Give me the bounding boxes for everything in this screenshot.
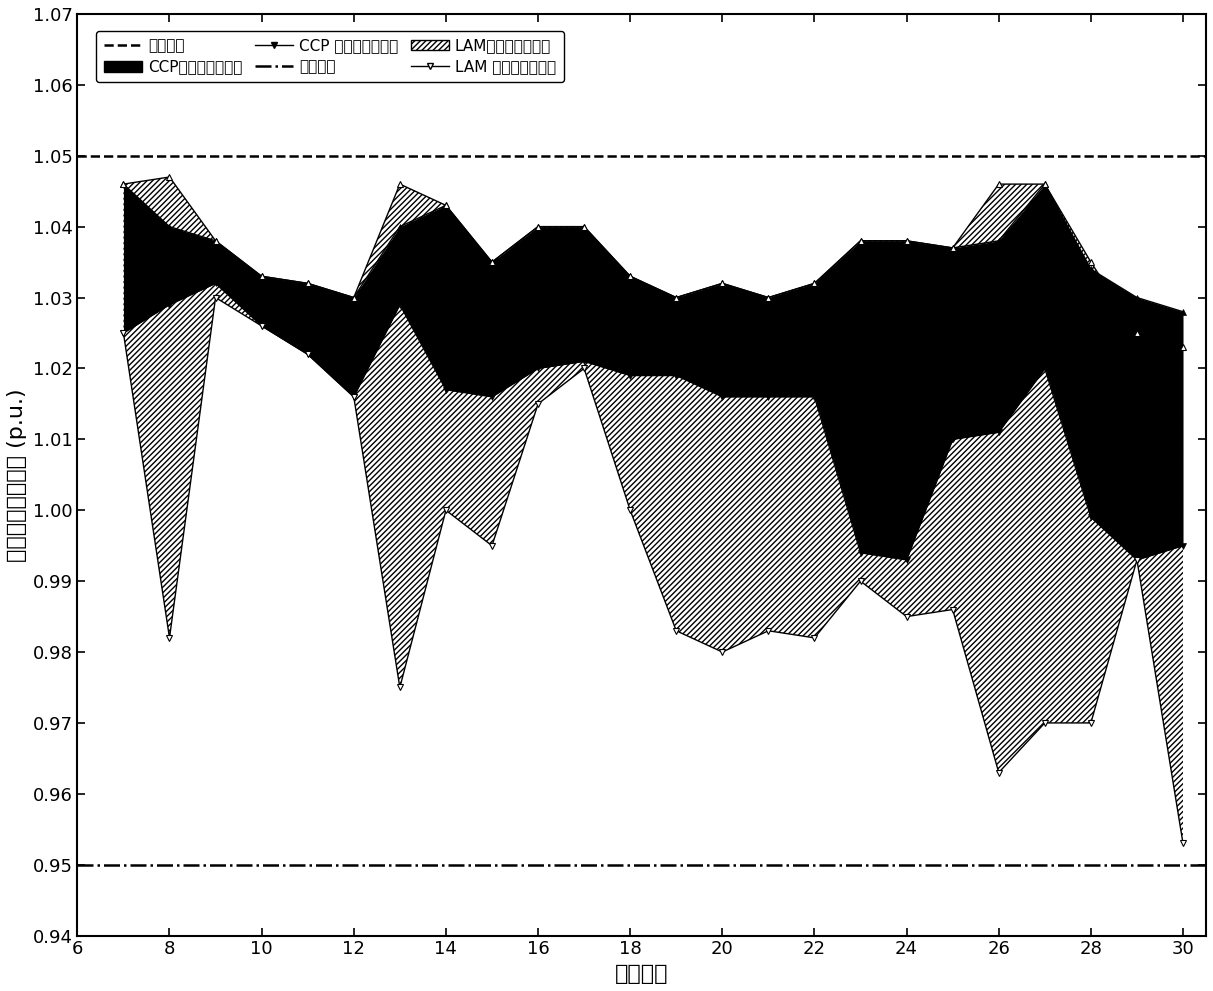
X-axis label: 节点编号: 节点编号 <box>615 964 668 984</box>
Y-axis label: 负荷节点电压幅値 (p.u.): 负荷节点电压幅値 (p.u.) <box>7 388 27 562</box>
Legend: 电压上限, CCP方法的区间区域, CCP 方法区间的边界, 电压下限, LAM方法的区间区域, LAM 方法区间的边界: 电压上限, CCP方法的区间区域, CCP 方法区间的边界, 电压下限, LAM… <box>96 31 564 82</box>
